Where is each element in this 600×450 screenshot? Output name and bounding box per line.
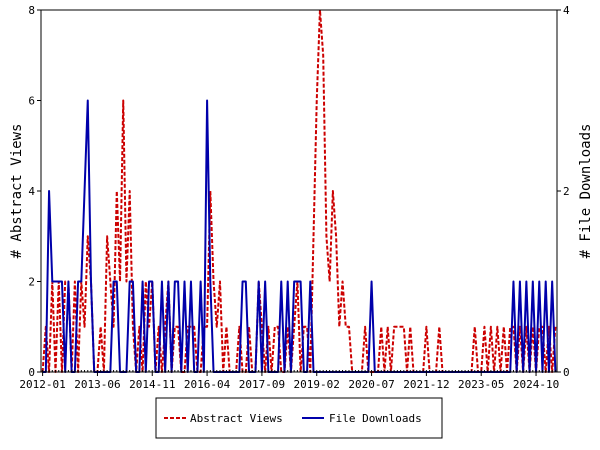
x-tick-label: 2016-04 (184, 378, 231, 391)
y-left-tick-label: 8 (28, 4, 35, 17)
y-right-tick-label: 2 (563, 185, 570, 198)
legend-box (155, 397, 443, 439)
legend-label-abstract-views: Abstract Views (190, 412, 283, 425)
y-left-tick-label: 6 (28, 95, 35, 108)
y-left-tick-label: 2 (28, 276, 35, 289)
x-tick-label: 2014-11 (129, 378, 175, 391)
x-tick-label: 2021-12 (403, 378, 449, 391)
y-right-tick-label: 0 (563, 366, 570, 379)
x-tick-label: 2019-02 (294, 378, 340, 391)
y-left-tick-label: 4 (28, 185, 35, 198)
series-line-abstract-views (41, 9, 557, 373)
axis-layer: 2012-01 2013-06 2014-11 2016-04 2017-09 2019-… (19, 4, 570, 391)
x-tick-label: 2020-07 (348, 378, 394, 391)
y-axis-right-title: # File Downloads (578, 124, 594, 259)
x-tick-label: 2012-01 (19, 378, 65, 391)
y-right-tick-label: 4 (563, 4, 570, 17)
x-tick-label: 2017-09 (239, 378, 285, 391)
x-tick-label: 2023-05 (458, 378, 504, 391)
y-left-tick-label: 0 (28, 366, 35, 379)
x-tick-label: 2024-10 (513, 378, 559, 391)
series-layer (41, 9, 557, 373)
series-line-file-downloads (42, 99, 557, 373)
legend-label-file-downloads: File Downloads (329, 412, 422, 425)
x-tick-label: 2013-06 (74, 378, 120, 391)
y-axis-left-title: # Abstract Views (9, 124, 25, 259)
legend: Abstract Views File Downloads (155, 397, 443, 439)
